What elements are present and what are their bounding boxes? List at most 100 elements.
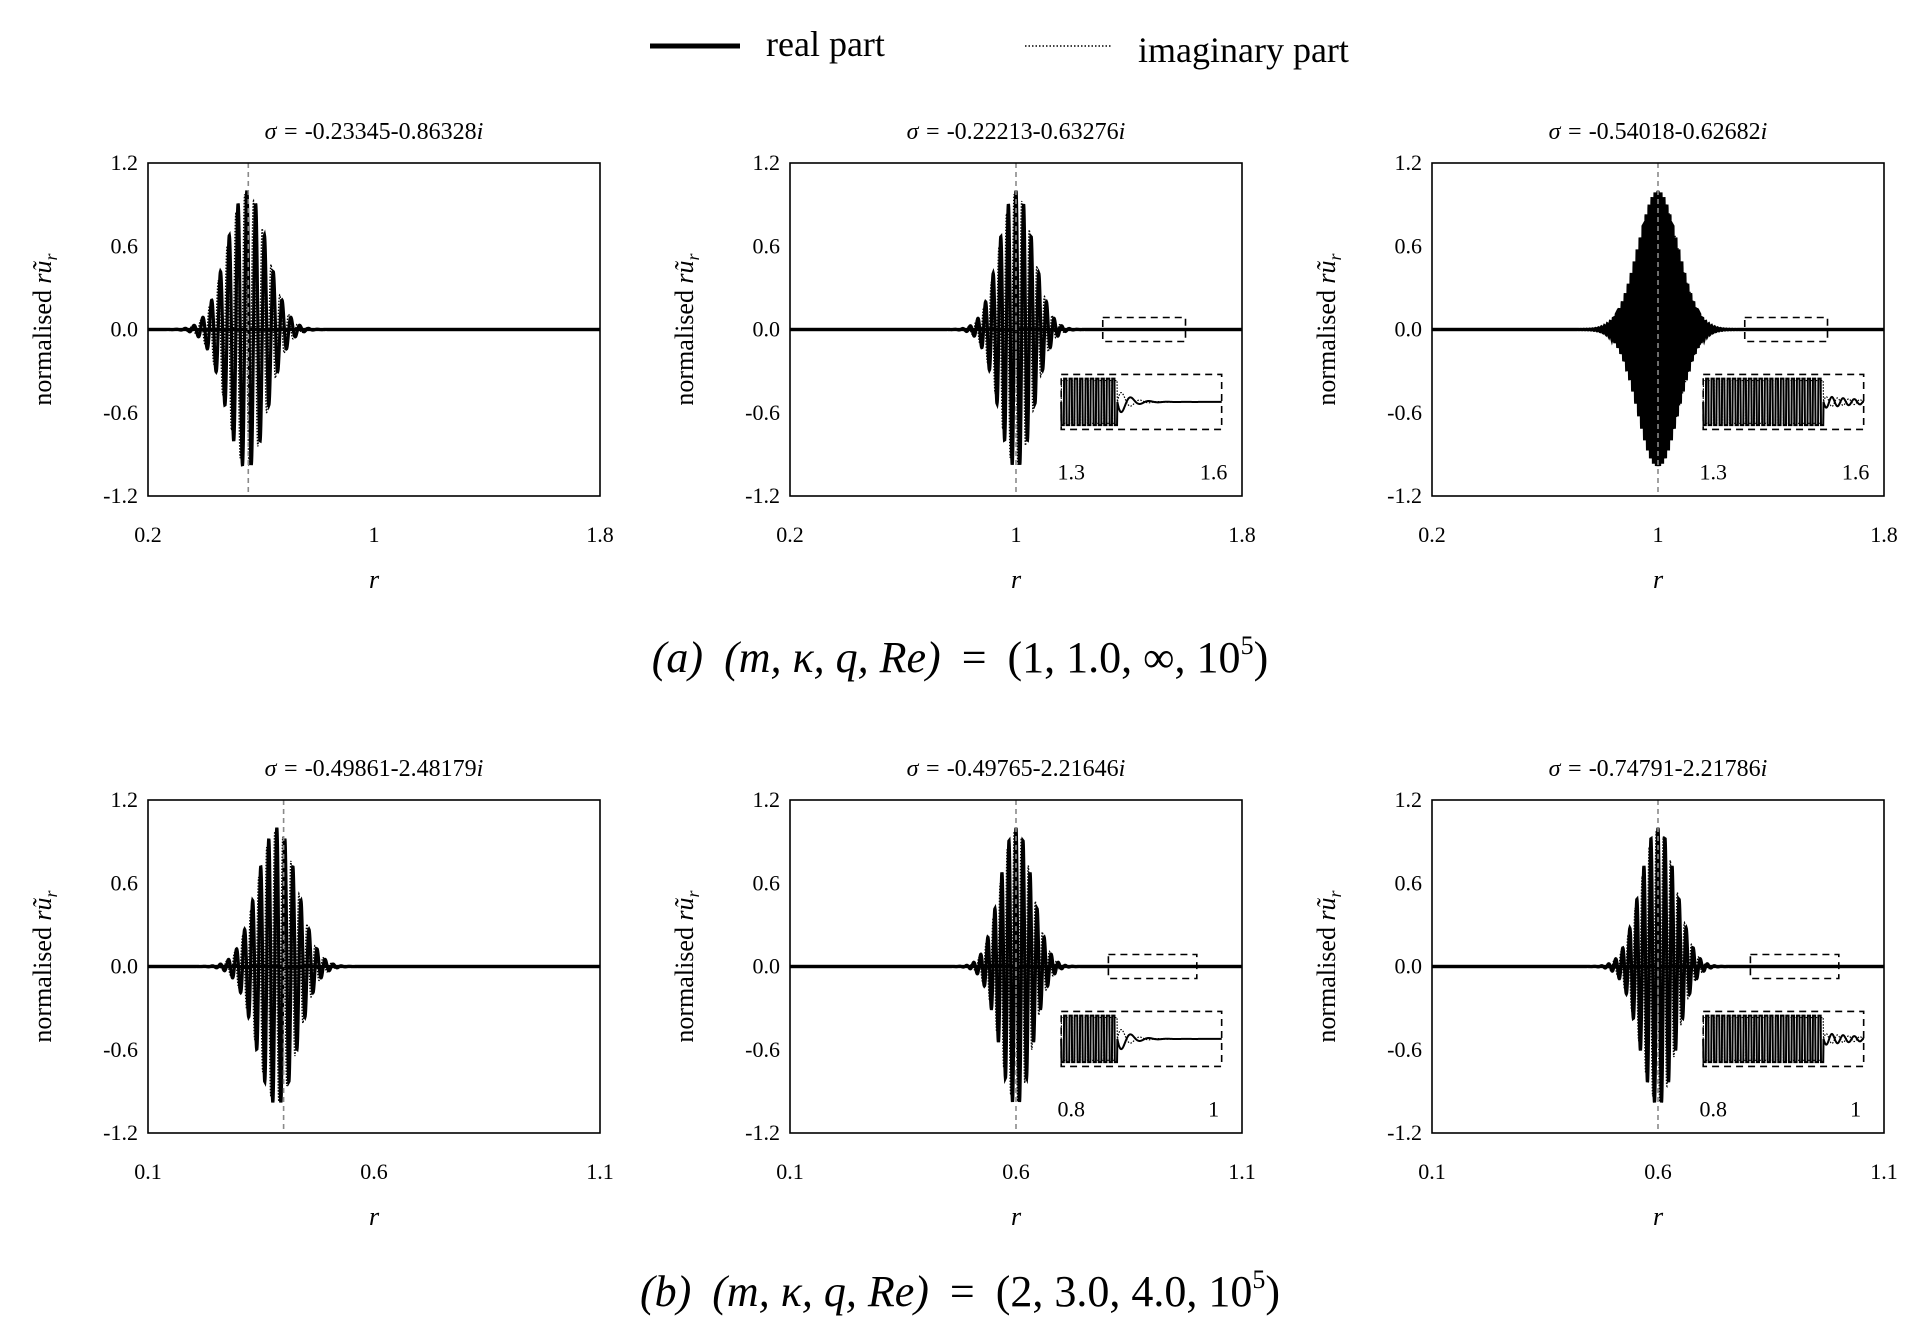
panel-3-title-sigma: σ = xyxy=(1549,119,1589,145)
panel-6-title: σ = -0.74791-2.21786i xyxy=(1549,756,1768,782)
panel-6-inset-label-right: 1 xyxy=(1850,1096,1861,1121)
panel-6-ylabel-sub: r xyxy=(1325,889,1345,897)
panel-6-ylabel-text: normalised xyxy=(1312,921,1341,1043)
caption-b-params: (m, κ, q, Re) xyxy=(712,1267,929,1316)
panel-2-ylabel-r: r xyxy=(670,273,699,284)
panel-5-inset-label-right: 1 xyxy=(1208,1096,1219,1121)
panel-3-zoom-box xyxy=(1743,316,1829,343)
panel-1-ylabel-text: normalised xyxy=(28,284,57,406)
panel-5-ytick-label: -1.2 xyxy=(745,1120,780,1145)
panel-1-ylabel: normalised rũr xyxy=(28,252,61,405)
panel-3-inset-label-right: 1.6 xyxy=(1842,459,1870,484)
panel-6-inset-real-line xyxy=(1702,1014,1865,1064)
panel-5-ylabel-u: ũ xyxy=(670,897,699,910)
caption-a-close: ) xyxy=(1254,633,1269,682)
panel-2-xtick-label: 1 xyxy=(1011,522,1022,547)
caption-a: (a) (m, κ, q, Re) = (1, 1.0, ∞, 105) xyxy=(652,631,1268,682)
caption-b-equals: = xyxy=(950,1267,975,1316)
panel-6: σ = -0.74791-2.21786i 0.8 1 1.2 0.6 0.0 -0.6 -1… xyxy=(1312,756,1898,1231)
panel-2-ylabel-sub: r xyxy=(683,252,703,260)
panel-3-xtick-label: 1.8 xyxy=(1870,522,1898,547)
panel-2-ylabel: normalised rũr xyxy=(670,252,703,405)
caption-a-params: (m, κ, q, Re) xyxy=(724,633,941,682)
panel-2-title-value: -0.22213-0.63276 xyxy=(947,119,1119,145)
panel-5-inset-real-line xyxy=(1060,1014,1222,1064)
caption-a-values: (1, 1.0, ∞, 10 xyxy=(1008,633,1241,682)
panel-1-xlabel: r xyxy=(369,565,380,594)
panel-4-ytick-label: -1.2 xyxy=(103,1120,138,1145)
panel-6-ytick-label: 0.0 xyxy=(1395,954,1423,979)
panel-6-ytick-label: 0.6 xyxy=(1395,870,1423,895)
panel-5-ylabel-r: r xyxy=(670,910,699,921)
panel-3-ytick-label: -1.2 xyxy=(1387,483,1422,508)
panel-4-ytick-label: 0.6 xyxy=(111,870,139,895)
panel-3-xtick-label: 0.2 xyxy=(1418,522,1446,547)
panels: σ = -0.23345-0.86328i1.20.60.0-0.6-1.20.… xyxy=(28,119,1898,1231)
panel-3-ytick-label: 0.6 xyxy=(1395,233,1423,258)
panel-2-ylabel-text: normalised xyxy=(670,284,699,406)
panel-2-inset-real-line xyxy=(1060,377,1222,427)
caption-b: (b) (m, κ, q, Re) = (2, 3.0, 4.0, 105) xyxy=(640,1265,1280,1316)
panel-6-zoom-box xyxy=(1749,953,1840,980)
panel-6-xtick-label: 0.6 xyxy=(1644,1159,1672,1184)
caption-b-tag: (b) xyxy=(640,1267,691,1316)
panel-4-title-sigma: σ = xyxy=(265,756,305,782)
panel-5: σ = -0.49765-2.21646i 0.8 1 1.2 0.6 0.0 -0.6 -1… xyxy=(670,756,1256,1231)
panel-4-xtick-label: 1.1 xyxy=(586,1159,614,1184)
panel-1-ytick-label: 0.6 xyxy=(111,233,139,258)
panel-2-xtick-label: 1.8 xyxy=(1228,522,1256,547)
panel-4-ylabel-sub: r xyxy=(41,889,61,897)
panel-6-xtick-label: 0.1 xyxy=(1418,1159,1446,1184)
panel-1-title-i: i xyxy=(477,119,484,145)
panel-1-ylabel-sub: r xyxy=(41,252,61,260)
panel-4-title-value: -0.49861-2.48179 xyxy=(305,756,477,782)
panel-1-xtick-label: 0.2 xyxy=(134,522,162,547)
caption-a-exp: 5 xyxy=(1241,631,1254,660)
panel-4-ylabel-u: ũ xyxy=(28,897,57,910)
panel-2-ytick-label: 0.0 xyxy=(753,317,781,342)
panel-3-ytick-label: -0.6 xyxy=(1387,400,1422,425)
panel-6-title-sigma: σ = xyxy=(1549,756,1589,782)
panel-1-plot-frame xyxy=(147,162,601,497)
panel-3-ylabel: normalised rũr xyxy=(1312,252,1345,405)
panel-3-ytick-label: 1.2 xyxy=(1395,150,1423,175)
legend: real part imaginary part xyxy=(650,24,1349,70)
panel-6-ylabel-r: r xyxy=(1312,910,1341,921)
panel-3-title-i: i xyxy=(1761,119,1768,145)
panel-5-title: σ = -0.49765-2.21646i xyxy=(907,756,1126,782)
panel-1-title-value: -0.23345-0.86328 xyxy=(305,119,477,145)
panel-6-title-i: i xyxy=(1761,756,1768,782)
panel-2-ytick-label: -0.6 xyxy=(745,400,780,425)
panel-1-ytick-label: -1.2 xyxy=(103,483,138,508)
panel-5-title-value: -0.49765-2.21646 xyxy=(947,756,1119,782)
caption-b-close: ) xyxy=(1265,1267,1280,1316)
panel-4-ylabel-r: r xyxy=(28,910,57,921)
panel-5-xtick-label: 0.1 xyxy=(776,1159,804,1184)
panel-5-ytick-label: 0.0 xyxy=(753,954,781,979)
panel-3-ylabel-text: normalised xyxy=(1312,284,1341,406)
panel-2-inset-label-left: 1.3 xyxy=(1057,459,1085,484)
panel-1-ylabel-u: ũ xyxy=(28,260,57,273)
panel-6-plot-frame xyxy=(1431,799,1885,1134)
panel-6-ytick-label: -0.6 xyxy=(1387,1037,1422,1062)
panel-6-inset-label-left: 0.8 xyxy=(1699,1096,1727,1121)
panel-2-xtick-label: 0.2 xyxy=(776,522,804,547)
panel-3-xtick-label: 1 xyxy=(1653,522,1664,547)
panel-3-title: σ = -0.54018-0.62682i xyxy=(1549,119,1768,145)
panel-6-title-value: -0.74791-2.21786 xyxy=(1589,756,1761,782)
panel-1-ytick-label: -0.6 xyxy=(103,400,138,425)
panel-2-plot-frame xyxy=(789,162,1243,497)
panel-1-ytick-label: 0.0 xyxy=(111,317,139,342)
panel-4-title: σ = -0.49861-2.48179i xyxy=(265,756,484,782)
panel-3-ytick-label: 0.0 xyxy=(1395,317,1423,342)
panel-3-ylabel-u: ũ xyxy=(1312,260,1341,273)
panel-2-ytick-label: 1.2 xyxy=(753,150,781,175)
panel-2-ytick-label: 0.6 xyxy=(753,233,781,258)
panel-1-title-sigma: σ = xyxy=(265,119,305,145)
panel-5-ylabel-text: normalised xyxy=(670,921,699,1043)
caption-b-exp: 5 xyxy=(1252,1265,1265,1294)
panel-4-title-i: i xyxy=(477,756,484,782)
panel-3-inset-real-line xyxy=(1702,377,1865,427)
panel-2-ytick-label: -1.2 xyxy=(745,483,780,508)
panel-4: σ = -0.49861-2.48179i 1.2 0.6 0.0 -0.6 -1.2 0.… xyxy=(28,756,614,1231)
